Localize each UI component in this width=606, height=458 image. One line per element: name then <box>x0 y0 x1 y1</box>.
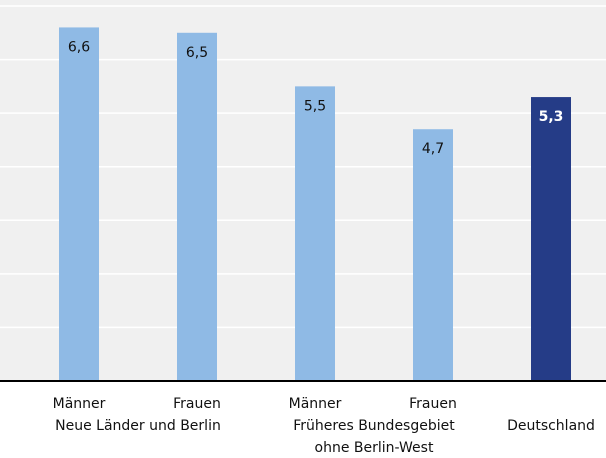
group-label: Früheres Bundesgebiet <box>293 418 455 434</box>
value-label: 6,6 <box>68 39 90 55</box>
bar <box>413 129 453 381</box>
bar <box>177 32 217 382</box>
x-tick-label: Deutschland <box>507 418 595 434</box>
x-tick-label: Frauen <box>173 396 221 412</box>
value-label: 6,5 <box>186 45 208 61</box>
bar <box>59 27 99 382</box>
x-tick-label: Frauen <box>409 396 457 412</box>
value-label: 5,3 <box>539 109 564 125</box>
bar <box>295 86 335 381</box>
x-tick-label: Männer <box>289 396 342 412</box>
bar <box>531 97 571 382</box>
group-label: ohne Berlin-West <box>315 440 434 456</box>
value-label: 4,7 <box>422 141 444 157</box>
group-label: Neue Länder und Berlin <box>55 418 221 434</box>
value-label: 5,5 <box>304 98 326 114</box>
x-tick-label: Männer <box>53 396 106 412</box>
